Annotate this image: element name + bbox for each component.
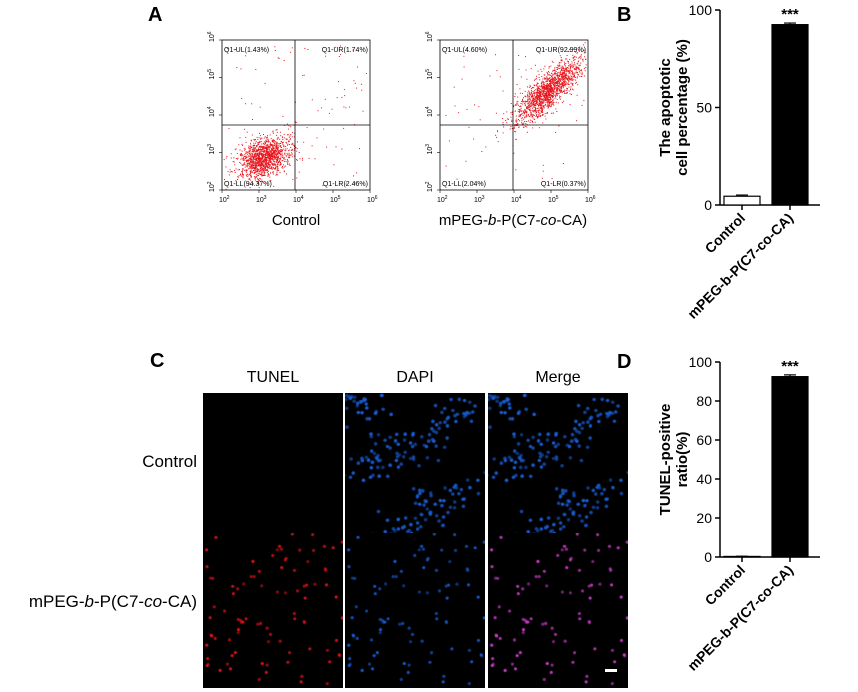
- dot-cloud-control: [223, 45, 367, 190]
- y-tick-label: 20: [696, 510, 712, 526]
- x-tick-label: 102: [437, 195, 448, 204]
- y-tick-label: 105: [207, 69, 216, 80]
- quadrant-lr-label: Q1-LR(2.46%): [323, 181, 368, 188]
- bar: [771, 376, 809, 558]
- x-tick-label: Control: [702, 210, 749, 257]
- significance-marker: ***: [781, 6, 799, 23]
- x-tick-label: 106: [585, 195, 596, 204]
- column-header-dapi: DAPI: [396, 369, 434, 386]
- y-axis-label: The apoptoticcell percentage (%): [657, 39, 691, 176]
- y-tick-label: 103: [207, 144, 216, 155]
- panel-letter-c: C: [150, 350, 165, 372]
- flow-plot-control: Q1-UL(1.43%) Q1-UR(1.74%) Q1-LL(94.37%) …: [207, 31, 378, 204]
- y-tick-label: 104: [425, 106, 434, 117]
- flow-caption-treated: mPEG-b-P(C7-co-CA): [438, 212, 588, 229]
- micrograph-control-tunel: [203, 393, 343, 548]
- micrograph-control-merge: [488, 393, 628, 548]
- y-axis-label: TUNEL-positiveratio(%): [657, 404, 691, 516]
- quadrant-ul-label: Q1-UL(4.60%): [442, 47, 487, 54]
- x-tick-label: 105: [330, 195, 341, 204]
- y-tick-label: 103: [425, 144, 434, 155]
- x-tick-label: 102: [219, 195, 230, 204]
- panel-letter-b: B: [617, 4, 632, 26]
- dot-cloud-treated: [445, 42, 587, 183]
- bar: [771, 24, 809, 206]
- x-tick-label: 106: [367, 195, 378, 204]
- y-tick-label: 0: [704, 549, 712, 565]
- row-label-treated: mPEG-b-P(C7-co-CA): [28, 592, 197, 611]
- y-tick-label: 0: [704, 197, 712, 213]
- flow-plot-treated: Q1-UL(4.60%) Q1-UR(92.99%) Q1-LL(2.04%) …: [425, 31, 596, 204]
- micrograph-treated-tunel: [203, 533, 343, 688]
- x-tick-label: Control: [702, 562, 749, 609]
- quadrant-ll-label: Q1-LL(94.37%): [224, 181, 272, 188]
- row-label-control: Control: [142, 452, 197, 471]
- bar-chart-tunel: 0 20 40 60 80 100 TUNEL-positiveratio(%) Contro…: [657, 354, 820, 674]
- x-tick-label: 103: [474, 195, 485, 204]
- quadrant-ul-label: Q1-UL(1.43%): [224, 47, 269, 54]
- x-tick-label: 103: [256, 195, 267, 204]
- micrograph-treated-dapi: [345, 533, 485, 688]
- y-tick-label: 106: [425, 31, 434, 42]
- y-tick-label: 102: [207, 181, 216, 192]
- quadrant-ur-label: Q1-UR(92.99%): [536, 47, 586, 54]
- quadrant-lr-label: Q1-LR(0.37%): [541, 181, 586, 188]
- y-tick-label: 50: [696, 100, 712, 116]
- column-header-merge: Merge: [535, 369, 581, 386]
- x-tick-label: 105: [548, 195, 559, 204]
- bar: [723, 195, 761, 206]
- y-tick-label: 40: [696, 471, 712, 487]
- y-tick-label: 102: [425, 181, 434, 192]
- x-tick-label: 104: [511, 195, 522, 204]
- y-tick-label: 105: [425, 69, 434, 80]
- y-tick-label: 80: [696, 393, 712, 409]
- significance-marker: ***: [781, 358, 799, 375]
- x-tick-label: 104: [293, 195, 304, 204]
- quadrant-ll-label: Q1-LL(2.04%): [442, 181, 486, 188]
- column-header-tunel: TUNEL: [246, 369, 300, 386]
- micrograph-treated-merge: [488, 533, 628, 688]
- y-tick-label: 104: [207, 106, 216, 117]
- panel-letter-a: A: [148, 4, 163, 26]
- y-tick-label: 100: [689, 2, 713, 18]
- y-tick-label: 106: [207, 31, 216, 42]
- flow-cytometry-panel: Q1-UL(1.43%) Q1-UR(1.74%) Q1-LL(94.37%) …: [207, 31, 596, 204]
- bar-chart-apoptotic: 0 50 100 The apoptoticcell percentage (%) Co…: [657, 2, 820, 322]
- micrograph-control-dapi: [345, 393, 485, 548]
- quadrant-ur-label: Q1-UR(1.74%): [322, 47, 368, 54]
- panel-letter-d: D: [617, 351, 632, 373]
- y-tick-label: 60: [696, 432, 712, 448]
- scale-bar: [605, 669, 617, 672]
- y-tick-label: 100: [689, 354, 713, 370]
- flow-caption-control: Control: [271, 212, 321, 229]
